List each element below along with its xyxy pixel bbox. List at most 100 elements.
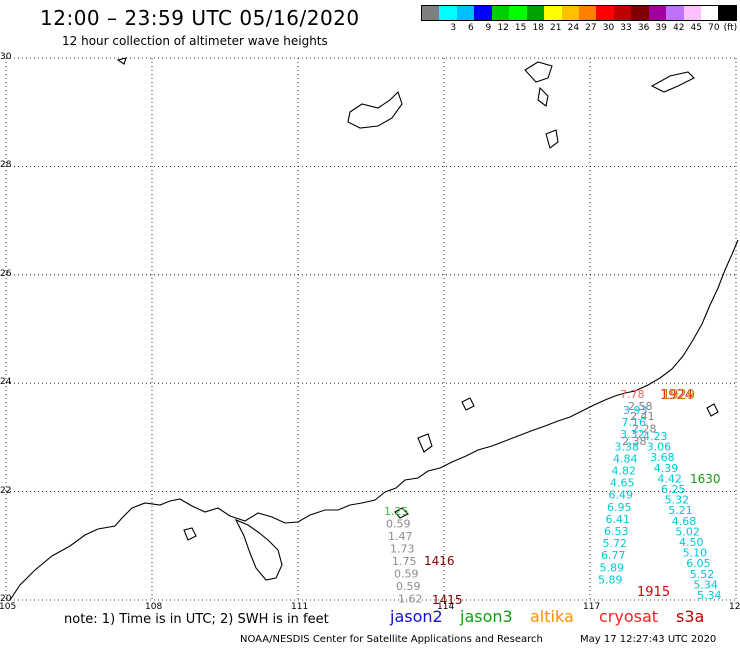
color-swatch (578, 6, 597, 20)
lake-ne (347, 90, 403, 129)
color-swatch (509, 6, 527, 20)
color-swatch (701, 6, 719, 20)
swh-value: 5.34 (693, 578, 718, 591)
swh-value: 1.73 (390, 543, 415, 556)
color-swatch (631, 6, 649, 20)
color-swatch (666, 6, 684, 20)
swh-value: 0.59 (386, 518, 411, 531)
swh-value: 1.25 (384, 505, 409, 518)
color-swatch (491, 6, 510, 20)
color-tick-label: 21 (550, 23, 562, 33)
swh-value: 2.28 (632, 423, 657, 436)
pass-time-label: 1929 (662, 388, 695, 403)
swh-value: 6.05 (686, 557, 711, 570)
swh-value: 1.47 (388, 530, 413, 543)
longitude-label: 120 (729, 602, 740, 612)
pass-time-label: 1924 (660, 388, 693, 403)
swh-value: 4.42 (657, 472, 682, 485)
color-tick-label: 45 (690, 23, 702, 33)
color-tick-label: 6 (467, 23, 474, 33)
island-taiwan-near (706, 403, 719, 417)
swh-value: 5.32 (665, 494, 690, 507)
longitude-label: 108 (145, 602, 163, 612)
latitude-label: 28 (0, 160, 12, 171)
coastline (9, 57, 739, 601)
swh-value: 6.25 (661, 483, 686, 496)
generated-timestamp: May 17 12:27:43 UTC 2020 (580, 634, 717, 645)
swh-value: 3.68 (650, 451, 675, 464)
color-tick-label: 3 (450, 23, 457, 33)
lake-mid (461, 397, 475, 411)
color-scale-swatches (421, 5, 737, 21)
swh-value: 5.10 (683, 547, 708, 560)
island-west (183, 527, 197, 541)
legend-entry-s3a: s3a (676, 607, 705, 626)
lake-ne-right (650, 71, 695, 93)
swh-value: 4.84 (613, 452, 638, 465)
swh-value: 1.75 (392, 555, 417, 568)
swh-value: 5.21 (668, 504, 693, 517)
latitude-label: 24 (0, 377, 12, 388)
color-tick-label: 42 (672, 23, 685, 33)
swh-value: 0.59 (396, 580, 421, 593)
longitude-label: 105 (0, 602, 17, 612)
color-swatch (718, 6, 736, 20)
pass-time-label: 1416 (424, 554, 455, 568)
swh-value: 6.49 (609, 489, 634, 502)
island-hk (394, 507, 409, 519)
longitude-label: 117 (583, 602, 601, 612)
latitude-label: 20 (0, 594, 12, 604)
swh-value: 6.95 (607, 501, 632, 514)
legend-entry-jason2: jason2 (390, 607, 443, 626)
swh-value: 5.34 (697, 589, 722, 602)
legend-entry-altika: altika (530, 607, 574, 626)
south-china-coast (9, 239, 739, 601)
swh-value: 3.93 (623, 404, 648, 417)
longitude-label: 114 (437, 602, 455, 612)
swh-value: 4.23 (643, 430, 668, 443)
color-tick-label: 33 (620, 23, 632, 33)
swh-value: 6.53 (604, 525, 629, 538)
color-tick-label: 30 (602, 23, 615, 33)
swh-value: 7.16 (622, 416, 647, 429)
lake-n4 (545, 129, 559, 149)
lake-n2 (524, 61, 553, 83)
color-scale: 3 6 9 12 15 18 21 24 27 30 33 36 39 42 45 70 (ft) (421, 5, 737, 35)
swh-value: 3.32 (620, 428, 645, 441)
color-tick-label: 15 (514, 23, 527, 33)
altimeter-tracks: 1.250.591.471.731.750.590.591.6214161415… (384, 388, 722, 607)
pass-time-label: 1630 (690, 472, 721, 486)
color-swatch (526, 6, 545, 20)
swh-value: 4.50 (679, 536, 704, 549)
color-tick-label: 70 (708, 23, 720, 33)
swh-value: 2.58 (628, 400, 653, 413)
map-title: 12:00 – 23:59 UTC 05/16/2020 (40, 6, 360, 30)
lat-lon-grid (5, 57, 737, 601)
latitude-label: 22 (0, 485, 12, 496)
swh-value: 2.38 (622, 435, 647, 448)
swh-value: 1.62 (398, 593, 423, 606)
swh-value: 4.39 (654, 462, 679, 475)
color-swatch (474, 6, 492, 20)
swh-value: 4.65 (610, 477, 635, 490)
color-swatch (422, 6, 440, 20)
color-tick-label: 36 (637, 23, 650, 33)
swh-value: 5.02 (675, 525, 700, 538)
swh-value: 6.41 (606, 513, 631, 526)
color-swatch (456, 6, 475, 20)
color-swatch (544, 6, 562, 20)
swh-value: 7.78 (620, 388, 645, 401)
river-bay (417, 433, 433, 453)
swh-value: 5.89 (598, 573, 623, 586)
swh-value: 4.82 (612, 465, 637, 478)
lake-n3 (537, 86, 549, 107)
lake-n5 (116, 57, 127, 65)
longitude-label: 111 (291, 602, 309, 612)
color-tick-label: 9 (485, 23, 492, 33)
latitude-label: 30 (0, 52, 12, 62)
color-tick-label: 18 (532, 23, 544, 33)
color-tick-spacer (421, 23, 439, 33)
map-subtitle: 12 hour collection of altimeter wave hei… (62, 34, 328, 48)
swh-value: 6.77 (601, 549, 626, 562)
